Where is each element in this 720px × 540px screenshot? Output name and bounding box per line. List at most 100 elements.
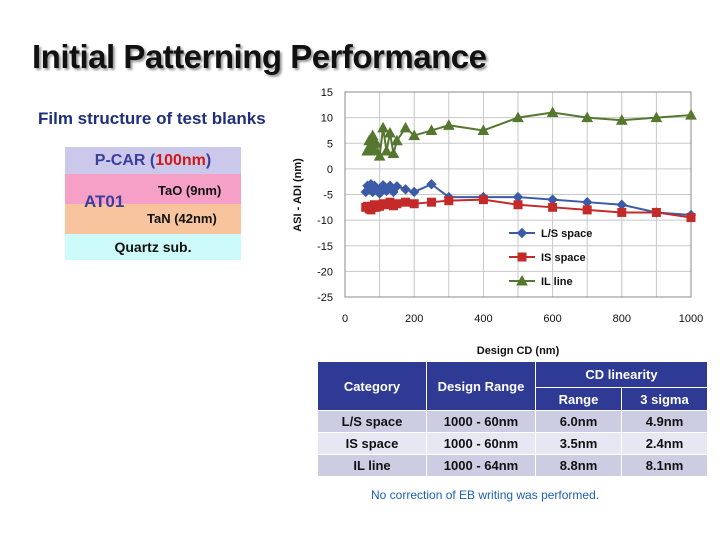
y-tick-label: 5 (327, 138, 333, 150)
header-3-sigma: 3 sigma (621, 387, 708, 411)
data-point-il-line (650, 111, 663, 123)
x-tick-label: 1000 (679, 313, 703, 325)
data-point-l-s-space (616, 199, 628, 210)
legend-marker-is-space (517, 252, 527, 262)
data-point-is-space (401, 197, 411, 207)
y-axis-label: ASI - ADI (nm) (292, 158, 304, 232)
data-point-l-s-space (400, 184, 411, 195)
table-subheader-row: Range 3 sigma (318, 387, 708, 411)
row-range: 6.0nm (535, 410, 622, 433)
tan-layer (65, 204, 241, 234)
data-point-il-line (373, 150, 386, 161)
x-tick-label: 0 (342, 313, 348, 325)
data-point-l-s-space (512, 191, 524, 203)
y-tick-label: -20 (317, 266, 333, 278)
data-point-il-line (546, 106, 559, 117)
y-tick-label: -15 (317, 241, 333, 253)
series-is-space (361, 195, 696, 223)
data-point-il-line (366, 129, 379, 141)
tan-label: TaN (42nm) (147, 211, 217, 226)
y-tick-label: -25 (317, 292, 333, 304)
at01-label: AT01 (84, 192, 125, 211)
y-tick-label: -10 (317, 215, 333, 227)
row-design-range: 1000 - 64nm (426, 454, 536, 477)
data-point-il-line (442, 119, 455, 130)
y-axis-ticks: 15 10 5 0 -5 -10 -15 -20 -25 (317, 87, 333, 304)
pcar-prefix: P-CAR ( (94, 152, 156, 169)
data-point-il-line (368, 144, 381, 156)
pcar-layer: P-CAR (100nm) (65, 147, 241, 174)
data-point-l-s-space (547, 194, 558, 205)
row-category: IS space (317, 432, 427, 455)
y-tick-label: 10 (321, 113, 333, 125)
legend-label-il-line: IL line (541, 276, 573, 288)
data-point-is-space (513, 200, 523, 210)
row-range: 8.8nm (535, 454, 622, 477)
data-point-il-line (399, 121, 412, 133)
x-tick-label: 600 (543, 313, 561, 325)
data-point-il-line (363, 134, 376, 146)
header-cd-linearity: CD linearity (535, 361, 708, 388)
data-point-il-line (477, 124, 490, 135)
x-tick-label: 800 (613, 313, 631, 325)
chart-legend: L/S space IS space IL line (509, 227, 592, 288)
data-point-is-space (548, 202, 558, 212)
series-il-line (361, 106, 697, 161)
header-design-range: Design Range (426, 361, 536, 411)
table-row: IS space 1000 - 60nm 3.5nm 2.4nm (317, 432, 708, 455)
data-point-l-s-space (408, 186, 420, 198)
footnote: No correction of EB writing was performe… (371, 488, 600, 502)
data-point-il-line (581, 111, 594, 123)
row-design-range: 1000 - 60nm (426, 410, 536, 433)
table-header-row: Category Design Range CD linearity (317, 361, 708, 411)
data-point-il-line (387, 147, 400, 158)
row-sigma: 8.1nm (621, 454, 708, 477)
data-point-il-line (685, 109, 697, 120)
data-point-il-line (425, 124, 438, 135)
legend-marker-il-line (516, 274, 528, 286)
chart-series (360, 106, 697, 223)
data-point-l-s-space (581, 196, 593, 208)
plot-area (344, 91, 692, 298)
tao-label: TaO (9nm) (158, 183, 222, 198)
slide-title: Initial Patterning Performance (32, 38, 487, 75)
x-axis-label: Design CD (nm) (477, 345, 560, 357)
data-point-is-space (582, 205, 592, 215)
header-range: Range (535, 387, 622, 411)
data-point-l-s-space (391, 181, 403, 192)
row-design-range: 1000 - 60nm (426, 432, 536, 455)
legend-marker-l-s-space (516, 227, 528, 239)
y-tick-label: 0 (327, 164, 333, 176)
data-point-is-space (478, 195, 488, 205)
data-point-is-space (427, 197, 436, 207)
row-range: 3.5nm (535, 432, 622, 455)
data-point-is-space (444, 196, 454, 206)
data-point-is-space (392, 199, 402, 209)
data-point-l-s-space (426, 179, 437, 190)
table-row: L/S space 1000 - 60nm 6.0nm 4.9nm (317, 410, 708, 433)
data-point-is-space (617, 207, 627, 217)
legend-label-is-space: IS space (541, 252, 586, 264)
cd-linearity-table: Category Design Range CD linearity Range… (317, 361, 708, 477)
data-point-il-line (384, 126, 396, 138)
data-point-il-line (370, 137, 382, 148)
data-point-is-space (686, 213, 696, 223)
row-category: L/S space (317, 410, 427, 433)
data-point-il-line (615, 114, 628, 125)
row-sigma: 4.9nm (621, 410, 708, 433)
x-tick-label: 400 (474, 313, 492, 325)
header-category: Category (317, 361, 427, 411)
pcar-thickness: 100nm (155, 152, 206, 169)
row-category: IL line (317, 454, 427, 477)
data-point-is-space (651, 207, 661, 217)
table-row: IL line 1000 - 64nm 8.8nm 8.1nm (317, 454, 708, 477)
data-point-il-line (391, 134, 403, 146)
row-sigma: 2.4nm (621, 432, 708, 455)
y-tick-label: 15 (321, 87, 333, 99)
tao-layer (65, 174, 241, 204)
x-tick-label: 200 (405, 313, 423, 325)
film-structure-title: Film structure of test blanks (38, 109, 266, 128)
quartz-layer: Quartz sub. (65, 234, 241, 260)
data-point-il-line (380, 144, 393, 156)
